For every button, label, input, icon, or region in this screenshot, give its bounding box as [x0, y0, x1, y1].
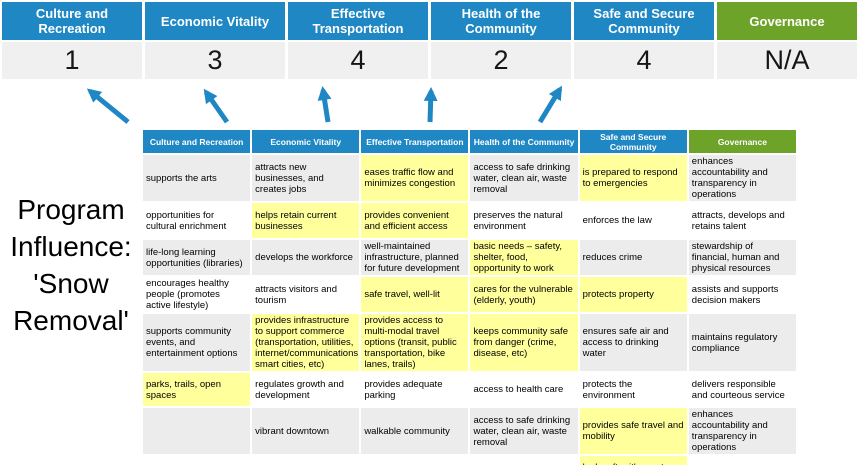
matrix-cell: reduces crime [579, 240, 687, 275]
matrix-cell: provides adequate parking [361, 373, 469, 406]
matrix-row-4: encourages healthy people (promotes acti… [143, 277, 796, 312]
score-value-health-of-the-community: 2 [431, 42, 571, 79]
program-title-line: 'Snow [33, 268, 109, 299]
matrix-row-6: parks, trails, open spaces regulates grow… [143, 373, 796, 406]
matrix-cell: enforces the law [579, 203, 687, 238]
matrix-header-effective-transportation: Effective Transportation [361, 130, 469, 153]
matrix-cell [143, 456, 251, 465]
score-box-effective-transportation: Effective Transportation [288, 2, 428, 40]
matrix-row-7: vibrant downtown walkable community access… [143, 408, 796, 454]
influence-arrows [86, 85, 563, 124]
score-box-governance: Governance [717, 2, 857, 40]
matrix-cell-highlighted: provides convenient and efficient access [361, 203, 469, 238]
matrix-row-1: supports the arts attracts new businesses… [143, 155, 796, 201]
matrix-cell: walkable community [361, 408, 469, 454]
matrix-header-culture-and-recreation: Culture and Recreation [143, 130, 251, 153]
matrix-cell: stewardship of financial, human and phys… [688, 240, 796, 275]
matrix-cell-highlighted: protects property [579, 277, 687, 312]
matrix-cell-highlighted: provides access to multi-modal travel op… [361, 314, 469, 371]
matrix-cell-highlighted: provides infrastructure to support comme… [252, 314, 360, 371]
score-box-economic-vitality: Economic Vitality [145, 2, 285, 40]
matrix-cell: access to safe drinking water, clean air… [470, 155, 578, 201]
arrow-icon-culture [86, 88, 130, 124]
matrix-cell [470, 456, 578, 465]
program-title: Program Influence: 'Snow Removal' [0, 191, 142, 339]
score-box-safe-and-secure-community: Safe and Secure Community [574, 2, 714, 40]
matrix-row-5: supports community events, and entertain… [143, 314, 796, 371]
matrix-cell-highlighted: keeps community safe from danger (crime,… [470, 314, 578, 371]
matrix-cell: access to safe drinking water, clean air… [470, 408, 578, 454]
matrix-cell: ensures safe air and access to drinking … [579, 314, 687, 371]
arrow-icon-economic [203, 88, 230, 124]
matrix-row-2: opportunities for cultural enrichment hel… [143, 203, 796, 238]
matrix-cell: supports community events, and entertain… [143, 314, 251, 371]
score-box-culture-and-recreation: Culture and Recreation [2, 2, 142, 40]
score-value-culture-and-recreation: 1 [2, 42, 142, 79]
matrix-header-safe-and-secure-community: Safe and Secure Community [579, 130, 687, 153]
arrow-icon-transportation [317, 86, 332, 123]
matrix-header-economic-vitality: Economic Vitality [252, 130, 360, 153]
matrix-header-health-of-the-community: Health of the Community [470, 130, 578, 153]
matrix-cell: enhances accountability and transparency… [688, 408, 796, 454]
matrix-cell: regulates growth and development [252, 373, 360, 406]
matrix-cell: maintains regulatory compliance [688, 314, 796, 371]
matrix-cell: preserves the natural environment [470, 203, 578, 238]
matrix-cell: encourages healthy people (promotes acti… [143, 277, 251, 312]
matrix-cell [143, 408, 251, 454]
matrix-cell: develops the workforce [252, 240, 360, 275]
matrix-cell-highlighted: provides safe travel and mobility [579, 408, 687, 454]
matrix-cell-highlighted: looks after it's most vulnerable [579, 456, 687, 465]
program-title-line: Program [17, 194, 125, 225]
matrix-cell: vibrant downtown [252, 408, 360, 454]
matrix-table: Culture and Recreation Economic Vitality E… [141, 128, 798, 465]
program-title-line: Influence: [10, 231, 132, 262]
matrix-row-8: looks after it's most vulnerable [143, 456, 796, 465]
matrix-cell: delivers responsible and courteous servi… [688, 373, 796, 406]
matrix-cell [252, 456, 360, 465]
matrix-cell-highlighted: cares for the vulnerable (elderly, youth… [470, 277, 578, 312]
score-box-label: Safe and Secure Community [593, 6, 695, 36]
matrix-cell: attracts new businesses, and creates job… [252, 155, 360, 201]
matrix-header-governance: Governance [688, 130, 796, 153]
matrix-header-row: Culture and Recreation Economic Vitality E… [143, 130, 796, 153]
score-box-label: Culture and Recreation [35, 6, 109, 36]
score-box-label: Governance [749, 13, 825, 29]
matrix-cell: assists and supports decision makers [688, 277, 796, 312]
score-box-label: Economic Vitality [160, 13, 270, 29]
matrix-cell: attracts visitors and tourism [252, 277, 360, 312]
score-box-label: Effective Transportation [312, 6, 404, 36]
matrix-cell-highlighted: basic needs – safety, shelter, food, opp… [470, 240, 578, 275]
matrix-cell: well-maintained infrastructure, planned … [361, 240, 469, 275]
matrix-cell: protects the environment [579, 373, 687, 406]
matrix-cell: opportunities for cultural enrichment [143, 203, 251, 238]
arrow-icon-safe [537, 85, 563, 124]
score-box-health-of-the-community: Health of the Community [431, 2, 571, 40]
matrix-cell-highlighted: parks, trails, open spaces [143, 373, 251, 406]
matrix-cell: supports the arts [143, 155, 251, 201]
score-value-economic-vitality: 3 [145, 42, 285, 79]
matrix-cell: access to health care [470, 373, 578, 406]
score-box-label: Health of the Community [461, 6, 541, 36]
score-value-governance: N/A [717, 42, 857, 79]
matrix-cell [688, 456, 796, 465]
matrix-cell-highlighted: safe travel, well-lit [361, 277, 469, 312]
matrix-cell-highlighted: helps retain current businesses [252, 203, 360, 238]
matrix-cell: enhances accountability and transparency… [688, 155, 796, 201]
matrix-row-3: life-long learning opportunities (librar… [143, 240, 796, 275]
matrix-cell: life-long learning opportunities (librar… [143, 240, 251, 275]
matrix-cell-highlighted: eases traffic flow and minimizes congest… [361, 155, 469, 201]
matrix-cell [361, 456, 469, 465]
score-value-effective-transportation: 4 [288, 42, 428, 79]
program-title-line: Removal' [13, 305, 129, 336]
scoreboard: Culture and Recreation Economic Vitality… [0, 0, 859, 79]
matrix-cell-highlighted: is prepared to respond to emergencies [579, 155, 687, 201]
influence-matrix: Culture and Recreation Economic Vitality E… [141, 128, 798, 465]
arrow-icon-health [423, 87, 438, 123]
matrix-cell: attracts, develops and retains talent [688, 203, 796, 238]
score-value-safe-and-secure-community: 4 [574, 42, 714, 79]
